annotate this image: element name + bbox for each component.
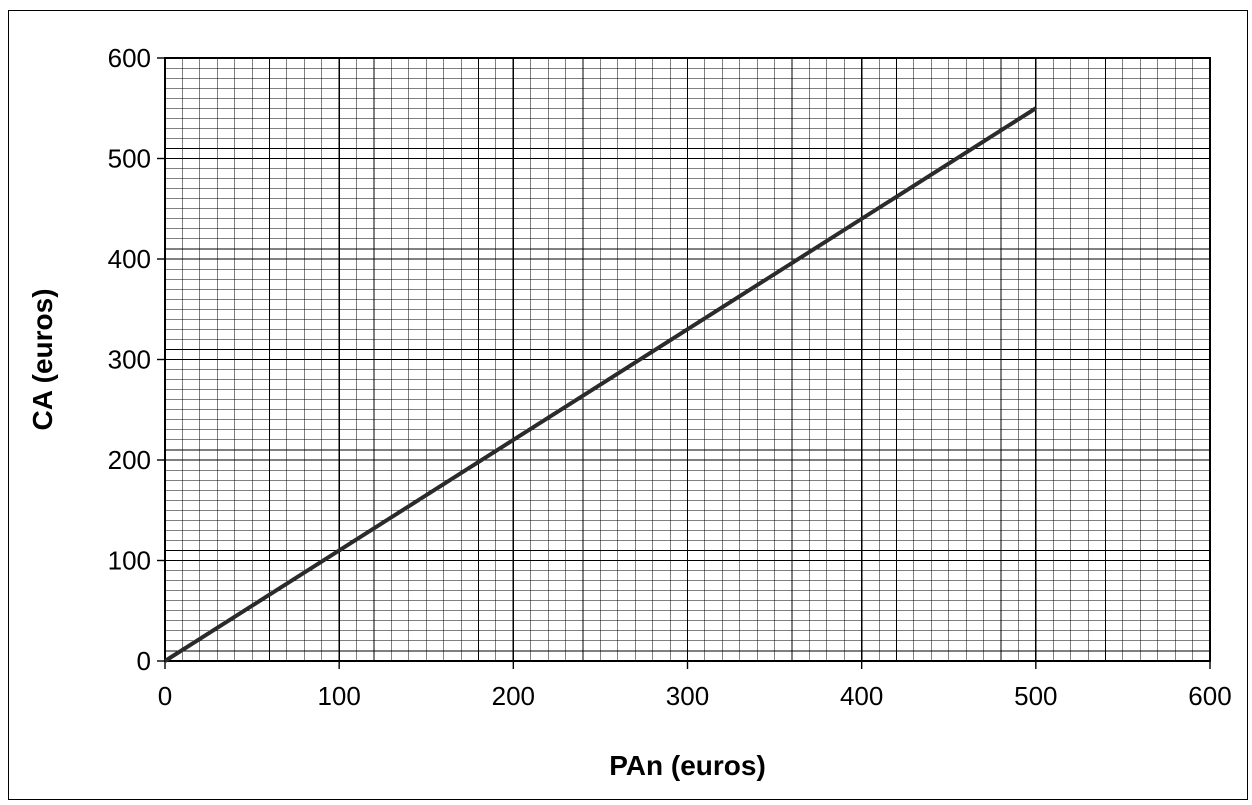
x-tick-label: 100 xyxy=(317,681,360,711)
x-tick-label: 200 xyxy=(492,681,535,711)
tick-labels: 0 100 200 300 400 500 600 0 100 200 300 400 500 600 xyxy=(108,43,1232,711)
y-tick-label: 100 xyxy=(108,546,151,576)
y-tick-label: 0 xyxy=(137,646,151,676)
series-layer xyxy=(163,106,1037,663)
chart-frame xyxy=(8,10,1248,800)
series-line xyxy=(163,106,1037,663)
y-axis-title: CA (euros) xyxy=(27,288,58,430)
y-tick-label: 300 xyxy=(108,345,151,375)
x-tick-label: 600 xyxy=(1188,681,1231,711)
axes xyxy=(157,57,1211,669)
y-tick-label: 600 xyxy=(108,43,151,73)
x-tick-label: 400 xyxy=(840,681,883,711)
y-tick-label: 400 xyxy=(108,244,151,274)
x-tick-label: 500 xyxy=(1014,681,1057,711)
x-axis-title: PAn (euros) xyxy=(609,750,766,781)
x-tick-label: 0 xyxy=(158,681,172,711)
y-tick-label: 200 xyxy=(108,445,151,475)
x-tick-label: 300 xyxy=(666,681,709,711)
y-tick-label: 500 xyxy=(108,144,151,174)
